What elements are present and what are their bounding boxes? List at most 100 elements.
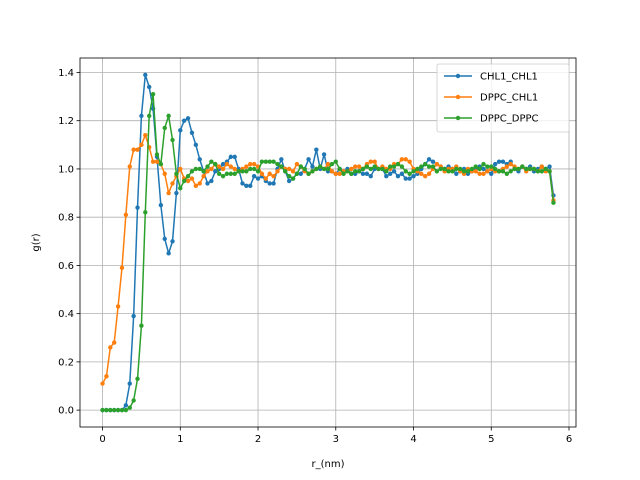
data-point-dppc-chl1 <box>205 169 210 174</box>
data-point-dppc-dppc <box>127 405 132 410</box>
data-point-chl1-chl1 <box>454 171 459 176</box>
data-point-dppc-chl1 <box>228 164 234 169</box>
data-point-dppc-dppc <box>112 407 117 413</box>
legend-box <box>436 63 570 133</box>
data-point-dppc-chl1 <box>349 166 354 172</box>
data-point-dppc-dppc <box>248 166 253 172</box>
data-point-chl1-chl1 <box>213 169 218 174</box>
x-tick-label: 4 <box>410 434 416 445</box>
x-tick-label: 2 <box>255 434 261 445</box>
data-point-dppc-dppc <box>403 169 408 174</box>
x-tick-label: 3 <box>333 434 339 445</box>
data-point-chl1-chl1 <box>496 159 502 164</box>
data-point-dppc-dppc <box>240 169 245 174</box>
data-point-dppc-dppc <box>387 164 393 169</box>
data-point-chl1-chl1 <box>368 173 373 179</box>
data-point-dppc-dppc <box>193 166 199 172</box>
data-point-chl1-chl1 <box>360 171 366 176</box>
data-point-dppc-dppc <box>442 166 447 172</box>
data-point-dppc-dppc <box>201 169 206 174</box>
data-point-chl1-chl1 <box>306 157 311 162</box>
data-point-chl1-chl1 <box>271 181 276 186</box>
data-point-dppc-dppc <box>318 164 323 169</box>
data-point-chl1-chl1 <box>189 130 195 135</box>
data-point-dppc-chl1 <box>150 159 156 164</box>
data-point-dppc-dppc <box>259 159 265 164</box>
data-point-chl1-chl1 <box>387 171 393 176</box>
data-point-dppc-chl1 <box>353 164 358 169</box>
data-point-dppc-dppc <box>283 169 288 174</box>
data-point-dppc-chl1 <box>209 166 214 172</box>
data-point-dppc-dppc <box>461 169 467 174</box>
data-point-dppc-dppc <box>286 173 292 179</box>
data-point-dppc-dppc <box>131 398 136 403</box>
y-tick-label: 1.4 <box>58 68 74 79</box>
data-point-chl1-chl1 <box>209 178 214 184</box>
data-point-dppc-chl1 <box>115 304 121 309</box>
data-point-dppc-chl1 <box>127 164 132 169</box>
data-point-dppc-dppc <box>341 171 346 176</box>
data-point-dppc-dppc <box>485 164 490 169</box>
data-point-dppc-chl1 <box>368 159 373 164</box>
data-point-dppc-dppc <box>376 166 381 172</box>
data-point-chl1-chl1 <box>162 236 167 242</box>
data-point-dppc-chl1 <box>259 171 265 176</box>
data-point-chl1-chl1 <box>244 183 249 189</box>
data-point-chl1-chl1 <box>500 159 506 164</box>
data-point-chl1-chl1 <box>391 169 397 174</box>
data-point-chl1-chl1 <box>279 157 284 162</box>
legend-marker-dppc-chl1 <box>455 94 461 100</box>
data-point-chl1-chl1 <box>143 72 148 78</box>
data-point-dppc-dppc <box>146 113 152 119</box>
data-point-dppc-chl1 <box>508 161 513 167</box>
data-point-dppc-chl1 <box>473 169 478 174</box>
data-point-dppc-dppc <box>535 169 541 174</box>
data-point-dppc-dppc <box>267 159 272 164</box>
y-tick-label: 0.0 <box>58 406 74 417</box>
data-point-dppc-dppc <box>220 173 226 179</box>
data-point-dppc-chl1 <box>112 340 117 345</box>
data-point-dppc-dppc <box>450 169 455 174</box>
data-point-dppc-dppc <box>415 166 420 172</box>
data-point-dppc-chl1 <box>232 166 237 172</box>
data-point-dppc-dppc <box>162 125 167 131</box>
data-point-dppc-chl1 <box>119 265 125 271</box>
data-point-chl1-chl1 <box>139 113 144 119</box>
data-point-chl1-chl1 <box>298 171 303 176</box>
data-point-chl1-chl1 <box>193 142 199 148</box>
data-point-chl1-chl1 <box>314 147 319 152</box>
data-point-dppc-dppc <box>329 161 335 167</box>
data-point-dppc-dppc <box>551 200 556 205</box>
data-point-dppc-dppc <box>213 161 218 167</box>
data-point-dppc-chl1 <box>154 159 160 164</box>
data-point-chl1-chl1 <box>255 176 261 181</box>
data-point-dppc-dppc <box>391 164 397 169</box>
data-point-chl1-chl1 <box>403 176 408 181</box>
data-point-dppc-dppc <box>123 407 129 413</box>
data-point-dppc-chl1 <box>108 345 113 350</box>
data-point-dppc-dppc <box>325 166 331 172</box>
data-point-chl1-chl1 <box>430 159 436 164</box>
data-point-chl1-chl1 <box>547 164 552 169</box>
data-point-chl1-chl1 <box>220 161 226 167</box>
y-axis-label: g(r) <box>31 233 42 251</box>
data-point-chl1-chl1 <box>181 118 187 123</box>
data-point-chl1-chl1 <box>364 171 370 176</box>
data-point-dppc-chl1 <box>104 374 109 379</box>
data-point-dppc-dppc <box>473 164 478 169</box>
data-point-dppc-dppc <box>356 169 362 174</box>
data-point-dppc-chl1 <box>197 181 202 186</box>
data-point-dppc-dppc <box>547 169 552 174</box>
x-tick-label: 0 <box>99 434 105 445</box>
data-point-chl1-chl1 <box>166 251 171 256</box>
data-point-chl1-chl1 <box>123 403 129 408</box>
y-tick-label: 0.4 <box>58 309 74 320</box>
data-point-dppc-dppc <box>349 171 354 176</box>
legend-label-chl1-chl1: CHL1_CHL1 <box>480 72 538 83</box>
legend-marker-chl1-chl1 <box>455 73 461 79</box>
data-point-chl1-chl1 <box>170 239 175 244</box>
data-point-dppc-dppc <box>205 164 210 169</box>
data-point-chl1-chl1 <box>407 176 412 181</box>
data-point-dppc-dppc <box>422 161 428 167</box>
